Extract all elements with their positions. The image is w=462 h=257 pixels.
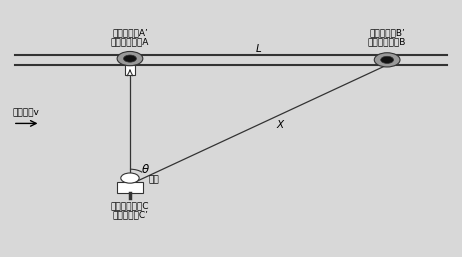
Text: 光电接收端B’: 光电接收端B’ [369, 28, 405, 37]
Text: 电机: 电机 [148, 175, 159, 184]
Circle shape [381, 56, 394, 63]
Text: X: X [277, 120, 284, 130]
Text: θ: θ [141, 163, 149, 176]
Circle shape [123, 55, 136, 62]
Circle shape [374, 53, 400, 67]
Circle shape [121, 173, 139, 183]
Bar [125, 65, 135, 75]
Text: 光电发射端C’: 光电发射端C’ [112, 210, 148, 219]
Circle shape [117, 51, 143, 66]
Text: 超声波接收端B: 超声波接收端B [368, 37, 406, 46]
Text: 光电接收端A’: 光电接收端A’ [112, 28, 148, 37]
Text: 超声波发射端C: 超声波发射端C [111, 201, 149, 210]
Text: 超声波接收端A: 超声波接收端A [111, 37, 149, 46]
Bar [117, 182, 143, 193]
Text: 水流流速v: 水流流速v [13, 108, 40, 117]
Text: L: L [255, 43, 261, 53]
